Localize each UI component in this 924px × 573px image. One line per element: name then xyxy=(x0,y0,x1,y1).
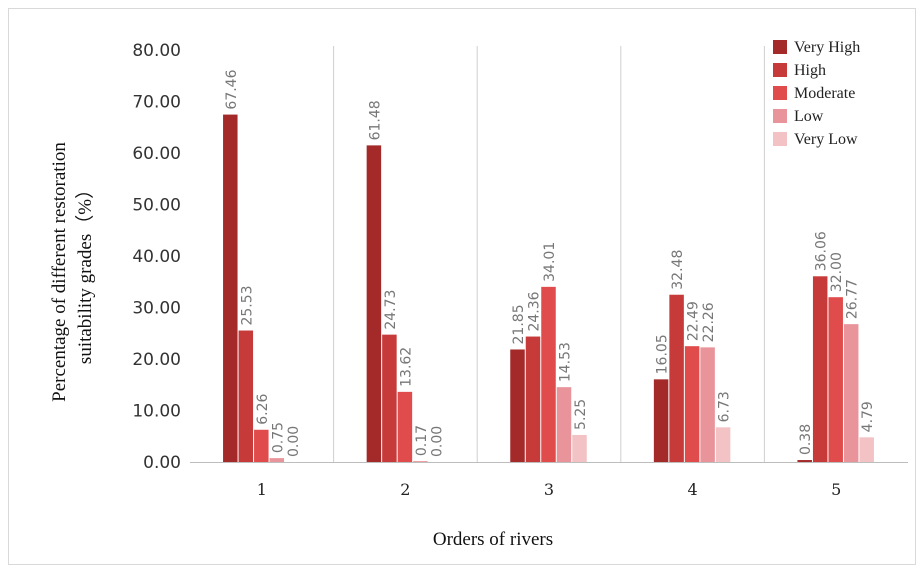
legend: Very High High Moderate Low Very Low xyxy=(773,39,860,148)
x-tick-label: 4 xyxy=(688,480,698,499)
legend-swatch xyxy=(773,132,787,146)
data-label: 14.53 xyxy=(558,342,574,382)
data-label: 0.38 xyxy=(798,424,814,455)
bar xyxy=(684,346,700,462)
bar xyxy=(653,379,669,462)
bar xyxy=(828,297,843,462)
y-tick-label: 10.00 xyxy=(132,402,181,422)
data-label: 26.77 xyxy=(845,279,861,319)
bar xyxy=(700,347,715,462)
category-separators xyxy=(333,46,765,462)
legend-label: Moderate xyxy=(794,85,855,102)
bar xyxy=(843,324,859,462)
y-axis-title: Percentage of different restoration suit… xyxy=(49,142,96,402)
data-label: 4.79 xyxy=(860,401,876,432)
bar xyxy=(859,437,874,462)
y-tick-label: 40.00 xyxy=(132,247,181,267)
legend-label: Low xyxy=(794,108,824,125)
data-label: 22.26 xyxy=(701,302,717,342)
data-label: 0.00 xyxy=(429,426,445,457)
x-axis-title: Orders of rivers xyxy=(433,529,553,550)
data-label: 24.73 xyxy=(383,290,399,330)
bar xyxy=(556,387,572,462)
data-label: 0.17 xyxy=(414,425,430,456)
bar xyxy=(669,294,684,462)
bar xyxy=(715,427,731,462)
legend-label: Very Low xyxy=(794,131,858,148)
bars xyxy=(223,114,874,463)
y-axis-ticks: 0.00 10.00 20.00 30.00 40.00 50.00 60.00 70.00 8… xyxy=(132,41,181,473)
y-tick-label: 80.00 xyxy=(132,41,181,61)
bar xyxy=(413,461,428,462)
data-label: 16.05 xyxy=(655,334,671,374)
y-tick-label: 70.00 xyxy=(132,93,181,113)
data-label: 24.36 xyxy=(527,291,543,331)
y-axis-title-line2: suitability grades（%） xyxy=(74,180,96,364)
bar xyxy=(269,458,285,462)
bar xyxy=(797,460,812,462)
data-label: 0.00 xyxy=(286,426,302,457)
bar xyxy=(254,429,269,462)
legend-swatch xyxy=(773,40,787,54)
legend-swatch xyxy=(773,63,787,77)
legend-label: High xyxy=(794,62,826,79)
data-label: 32.00 xyxy=(829,252,845,292)
data-label: 36.06 xyxy=(814,231,830,271)
x-tick-label: 2 xyxy=(400,480,410,499)
data-label: 61.48 xyxy=(367,100,383,140)
bar xyxy=(572,434,587,462)
data-label: 25.53 xyxy=(239,285,255,325)
legend-label: Very High xyxy=(794,39,860,56)
data-label: 13.62 xyxy=(398,347,414,387)
data-label: 67.46 xyxy=(224,69,240,109)
y-tick-label: 60.00 xyxy=(132,144,181,164)
y-axis-title-line1: Percentage of different restoration xyxy=(49,142,70,402)
legend-swatch xyxy=(773,86,787,100)
data-label: 5.25 xyxy=(573,399,589,430)
bar xyxy=(397,391,413,462)
x-tick-label: 5 xyxy=(831,480,841,499)
legend-swatch xyxy=(773,109,787,123)
x-tick-label: 3 xyxy=(544,480,554,499)
data-label: 6.73 xyxy=(717,391,733,422)
bar xyxy=(541,286,556,462)
data-label: 6.26 xyxy=(255,393,271,424)
bar xyxy=(525,336,541,462)
y-tick-label: 30.00 xyxy=(132,299,181,319)
bar xyxy=(223,114,238,463)
bar xyxy=(382,334,397,462)
y-tick-label: 20.00 xyxy=(132,350,181,370)
bar xyxy=(238,330,254,462)
x-axis-ticks: 1 2 3 4 5 xyxy=(257,480,842,499)
bar xyxy=(366,145,382,463)
y-tick-label: 50.00 xyxy=(132,196,181,216)
bar xyxy=(812,276,828,462)
data-label: 21.85 xyxy=(511,304,527,344)
data-label: 34.01 xyxy=(542,242,558,282)
y-tick-label: 0.00 xyxy=(143,453,181,473)
x-tick-label: 1 xyxy=(257,480,267,499)
bar xyxy=(510,349,525,462)
data-label: 22.49 xyxy=(686,301,702,341)
data-label: 32.48 xyxy=(670,250,686,290)
data-label: 0.75 xyxy=(270,422,286,453)
